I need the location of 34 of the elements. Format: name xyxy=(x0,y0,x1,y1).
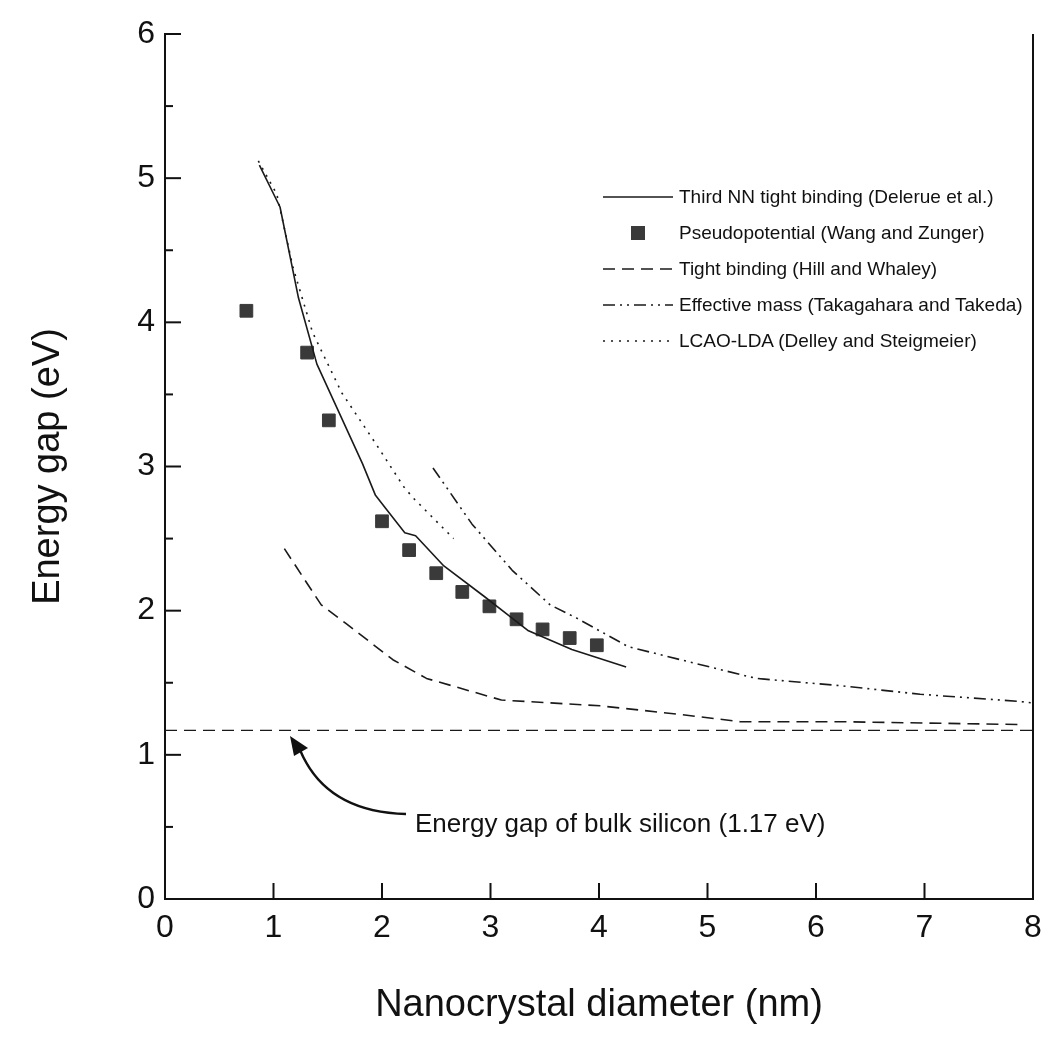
legend-label: Pseudopotential (Wang and Zunger) xyxy=(679,222,985,244)
x-tick-label: 2 xyxy=(373,908,391,945)
point xyxy=(429,566,444,581)
point xyxy=(375,514,389,529)
y-tick-label: 4 xyxy=(137,302,155,339)
point xyxy=(455,585,470,599)
point xyxy=(300,345,314,360)
y-tick-label: 3 xyxy=(137,446,155,483)
point xyxy=(239,303,254,318)
y-tick-label: 1 xyxy=(137,734,155,771)
y-tick-label: 6 xyxy=(137,13,155,50)
x-tick-label: 5 xyxy=(698,908,717,945)
point xyxy=(589,638,604,653)
x-axis-title: Nanocrystal diameter (nm) xyxy=(375,981,823,1024)
point xyxy=(482,599,497,614)
legend-label: Third NN tight binding (Delerue et al.) xyxy=(679,186,994,208)
y-axis-title: Energy gap (eV) xyxy=(25,328,68,605)
x-tick-label: 7 xyxy=(915,908,934,945)
point xyxy=(321,413,336,428)
x-tick-label: 4 xyxy=(590,908,608,945)
legend-label: Effective mass (Takagahara and Takeda) xyxy=(679,294,1023,316)
point xyxy=(535,622,550,637)
legend-label: LCAO-LDA (Delley and Steigmeier) xyxy=(679,330,977,352)
x-tick-label: 3 xyxy=(481,908,500,945)
annotation: Energy gap of bulk silicon (1.17 eV) xyxy=(415,808,826,839)
x-tick-label: 1 xyxy=(264,908,283,945)
x-tick-label: 8 xyxy=(1024,908,1042,945)
x-tick-label: 6 xyxy=(807,908,825,945)
y-tick-label: 2 xyxy=(137,590,155,627)
point xyxy=(402,543,416,557)
point xyxy=(562,631,577,645)
legend-label: Tight binding (Hill and Whaley) xyxy=(679,258,938,280)
y-tick-label: 0 xyxy=(137,878,155,915)
y-tick-label: 5 xyxy=(137,157,155,194)
